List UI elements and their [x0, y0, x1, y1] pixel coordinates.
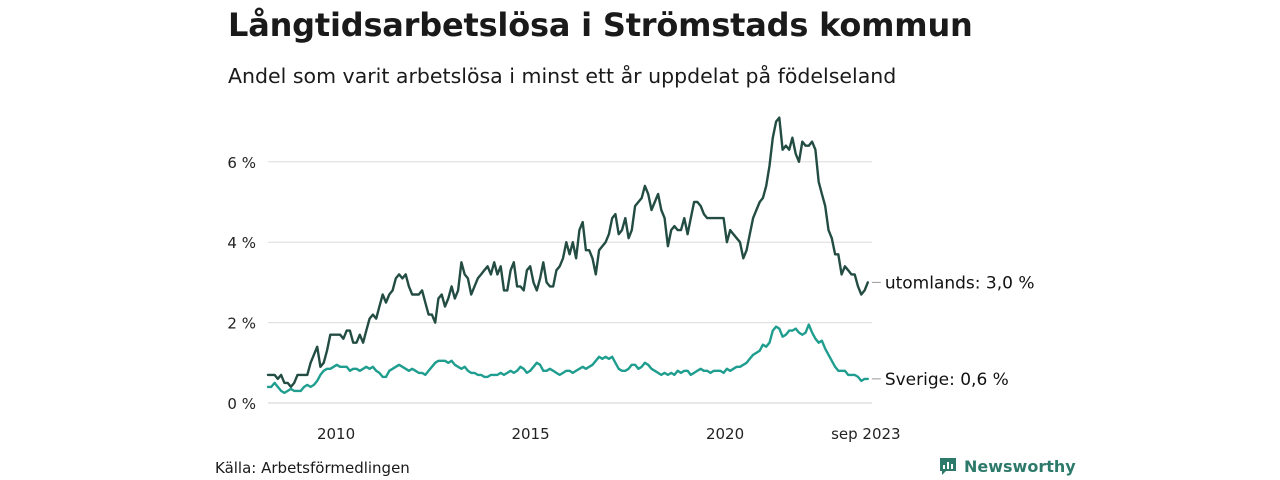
- series-lines: [266, 116, 869, 395]
- y-axis-ticks: 0 % 2 % 4 % 6 %: [227, 154, 256, 413]
- series-line-utomlands: [266, 116, 869, 389]
- brand-logo[interactable]: Newsworthy: [938, 456, 1076, 476]
- x-tick-label: sep 2023: [831, 425, 901, 443]
- end-label-utomlands: utomlands: 3,0 %: [885, 273, 1035, 293]
- y-tick-label: 4 %: [227, 234, 256, 252]
- end-label-sverige: Sverige: 0,6 %: [885, 370, 1009, 390]
- series-end-labels: utomlands: 3,0 % Sverige: 0,6 %: [871, 273, 1035, 390]
- series-line-sverige: [266, 323, 869, 395]
- brand-name: Newsworthy: [964, 456, 1076, 476]
- y-tick-label: 2 %: [227, 315, 256, 333]
- x-axis-ticks: 2010 2015 2020 sep 2023: [317, 425, 901, 443]
- source-credit: Källa: Arbetsförmedlingen: [215, 459, 410, 477]
- x-tick-label: 2015: [511, 425, 549, 443]
- y-tick-label: 6 %: [227, 154, 256, 172]
- chart-title: Långtidsarbetslösa i Strömstads kommun: [228, 6, 973, 44]
- x-tick-label: 2010: [317, 425, 355, 443]
- y-tick-label: 0 %: [227, 395, 256, 413]
- x-tick-label: 2020: [706, 425, 744, 443]
- gridlines: [268, 161, 872, 404]
- chart-subtitle: Andel som varit arbetslösa i minst ett å…: [228, 64, 897, 88]
- newsworthy-logo-icon: [940, 458, 956, 475]
